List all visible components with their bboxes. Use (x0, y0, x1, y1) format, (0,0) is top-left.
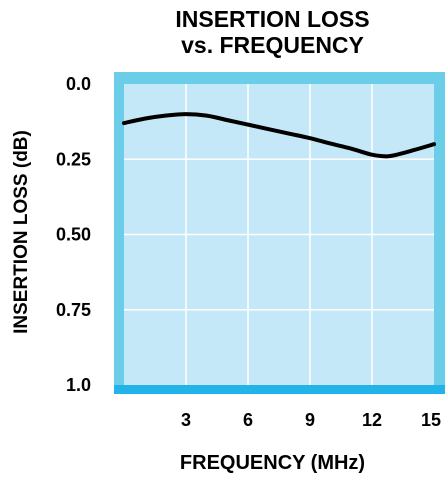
x-tick-label: 9 (305, 410, 315, 430)
chart-title-line-1: INSERTION LOSS (175, 6, 370, 32)
y-tick-label: 0.50 (56, 225, 91, 245)
y-tick-label: 0.0 (66, 74, 91, 94)
plot-frame-bottom-band (114, 385, 445, 394)
x-tick-label: 12 (362, 410, 382, 430)
chart-title-line-2: vs. FREQUENCY (181, 32, 364, 58)
chart-title: INSERTION LOSS vs. FREQUENCY (100, 6, 445, 58)
series-line (122, 112, 436, 159)
y-tick-label: 1.0 (66, 375, 91, 395)
x-tick-label: 6 (243, 410, 253, 430)
y-tick-label: 0.25 (56, 149, 91, 169)
x-tick-label: 3 (181, 410, 191, 430)
x-axis-label: FREQUENCY (MHz) (179, 452, 366, 474)
x-tick-label: 15 (421, 410, 441, 430)
y-tick-label: 0.75 (56, 300, 91, 320)
